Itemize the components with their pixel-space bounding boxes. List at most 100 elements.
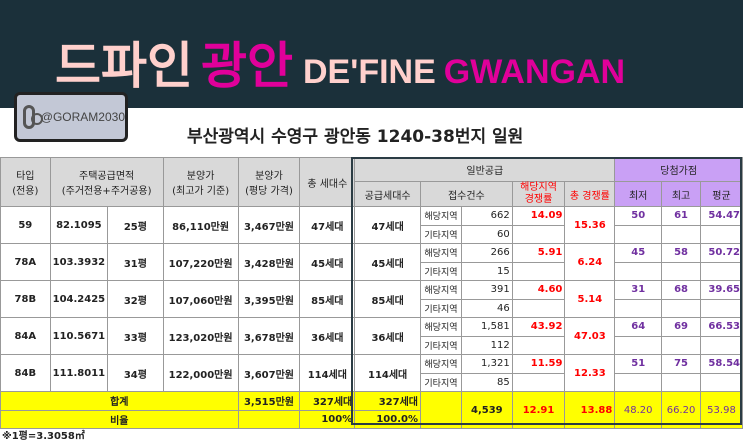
supply-cell: 36세대 <box>354 317 421 355</box>
price-cell: 107,220만원 <box>162 243 239 281</box>
ratio-households: 100% <box>299 409 356 429</box>
empty-cell <box>661 372 701 392</box>
header-price: 분양가 (최고가 기준) <box>162 157 239 207</box>
min-score-cell: 31 <box>614 280 663 300</box>
empty-cell <box>699 298 743 318</box>
title-en-2: GWANGAN <box>443 53 626 91</box>
region-label-other: 기타지역 <box>420 298 462 318</box>
pyeong-cell: 31평 <box>107 243 164 281</box>
other-count-cell: 46 <box>460 298 513 318</box>
local-count-cell: 1,321 <box>460 354 513 374</box>
total-households: 327세대 <box>299 391 356 411</box>
local-rate-cell: 14.09 <box>511 206 566 226</box>
empty-cell <box>614 224 663 244</box>
region-label-other: 기타지역 <box>420 335 462 355</box>
pyeong-cell: 25평 <box>107 206 164 244</box>
table-subrow: 기타지역 60 <box>1 224 743 244</box>
empty-cell <box>614 372 663 392</box>
header-local-rate: 해당지역 경쟁률 <box>511 181 566 207</box>
type-cell: 84A <box>0 317 51 355</box>
pyeong-cell: 34평 <box>107 354 164 392</box>
total-label: 합계 <box>0 391 239 411</box>
total-local-rate: 12.91 <box>511 391 566 429</box>
empty-cell <box>614 298 663 318</box>
max-score-cell: 61 <box>661 206 701 226</box>
header-applications: 접수건수 <box>420 181 513 207</box>
empty-cell <box>699 335 743 355</box>
header-max: 최고 <box>661 181 701 207</box>
local-rate-cell: 11.59 <box>511 354 566 374</box>
type-cell: 78B <box>0 280 51 318</box>
empty-cell <box>699 224 743 244</box>
empty-cell <box>699 261 743 281</box>
other-count-cell: 112 <box>460 335 513 355</box>
empty-cell <box>614 261 663 281</box>
region-label-local: 해당지역 <box>420 317 462 337</box>
supply-cell: 114세대 <box>354 354 421 392</box>
title-ko-2: 광안 <box>201 37 293 95</box>
pyeong-cell: 32평 <box>107 280 164 318</box>
local-count-cell: 662 <box>460 206 513 226</box>
per-pyeong-cell: 3,607만원 <box>237 354 301 392</box>
type-cell: 59 <box>0 206 51 244</box>
ratio-supply: 100.0% <box>354 409 421 429</box>
empty-cell <box>511 298 566 318</box>
min-score-cell: 45 <box>614 243 663 263</box>
region-label-local: 해당지역 <box>420 243 462 263</box>
region-label-other: 기타지역 <box>420 261 462 281</box>
title-ko-1: 드파인 <box>55 37 193 95</box>
other-count-cell: 15 <box>460 261 513 281</box>
header-supply: 공급세대수 <box>354 181 421 207</box>
other-count-cell: 60 <box>460 224 513 244</box>
empty-cell <box>511 335 566 355</box>
households-cell: 36세대 <box>299 317 356 355</box>
header-score: 당첨가점 <box>614 157 743 182</box>
ratio-row: 비율 100% 100.0% <box>0 409 743 429</box>
per-pyeong-cell: 3,428만원 <box>237 243 301 281</box>
header-general: 일반공급 <box>354 157 616 182</box>
pyeong-cell: 33평 <box>107 317 164 355</box>
header-min: 최저 <box>614 181 663 207</box>
total-rate-cell: 15.36 <box>564 206 616 244</box>
avg-score-cell: 58.54 <box>699 354 743 374</box>
max-score-cell: 68 <box>661 280 701 300</box>
header-households: 총 세대수 <box>299 157 356 207</box>
supply-cell: 45세대 <box>354 243 421 281</box>
local-rate-cell: 5.91 <box>511 243 566 263</box>
per-pyeong-cell: 3,678만원 <box>237 317 301 355</box>
local-rate-cell: 43.92 <box>511 317 566 337</box>
address: 부산광역시 수영구 광안동 1240-38번지 일원 <box>187 127 524 147</box>
title-banner: 드파인 광안 DE'FINE GWANGAN <box>0 0 743 108</box>
table-row: 78B 104.2425 32평 107,060만원 3,395만원 85세대 85세대 해당… <box>0 280 743 318</box>
total-rate-cell: 5.14 <box>564 280 616 318</box>
instagram-icon <box>23 105 43 129</box>
empty-cell <box>614 335 663 355</box>
total-avg: 53.98 <box>699 391 743 429</box>
empty-cell <box>661 224 701 244</box>
price-cell: 107,060만원 <box>162 280 239 318</box>
area-cell: 110.5671 <box>49 317 109 355</box>
type-cell: 78A <box>0 243 51 281</box>
avg-score-cell: 54.47 <box>699 206 743 226</box>
table-row: 84B 111.8011 34평 122,000만원 3,607만원 114세대 114세대… <box>0 354 743 392</box>
total-total-rate: 13.88 <box>564 391 616 429</box>
empty-cell <box>699 372 743 392</box>
region-label-other: 기타지역 <box>420 372 462 392</box>
max-score-cell: 58 <box>661 243 701 263</box>
header-avg: 평균 <box>699 181 743 207</box>
ratio-label: 비율 <box>0 409 239 429</box>
header-per-pyeong: 분양가 (평당 가격) <box>237 157 301 207</box>
total-max: 66.20 <box>661 391 701 429</box>
region-label-local: 해당지역 <box>420 280 462 300</box>
title-en-1: DE'FINE <box>303 53 436 91</box>
total-per-pyeong: 3,515만원 <box>237 391 301 411</box>
footnote: ※1평=3.3058㎡ <box>2 431 85 442</box>
min-score-cell: 50 <box>614 206 663 226</box>
empty-cell <box>511 261 566 281</box>
local-count-cell: 391 <box>460 280 513 300</box>
subscription-table: 타입 (전용) 주택공급면적 (주거전용+주거공용) 분양가 (최고가 기준) … <box>0 157 743 429</box>
area-cell: 103.3932 <box>49 243 109 281</box>
total-count: 4,539 <box>460 391 513 429</box>
households-cell: 47세대 <box>299 206 356 244</box>
total-rate-cell: 12.33 <box>564 354 616 392</box>
